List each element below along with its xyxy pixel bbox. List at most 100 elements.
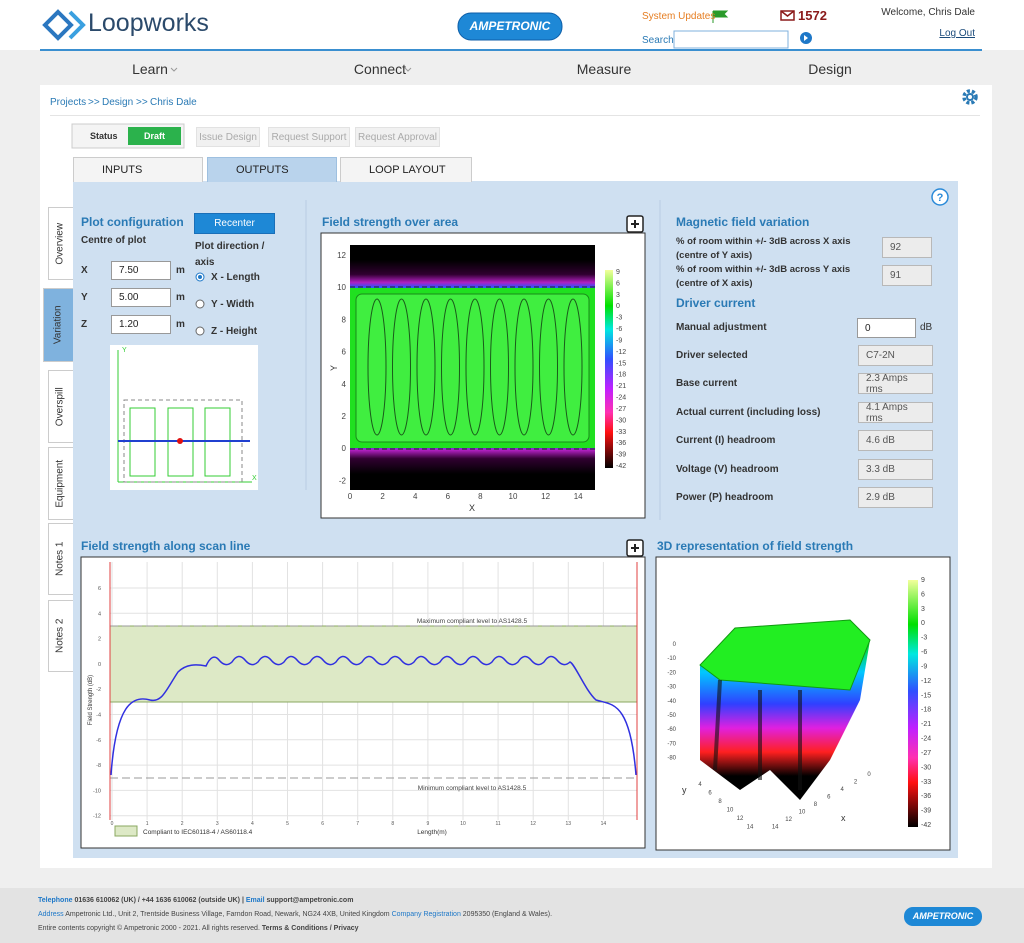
colorbar-tick-label: 3 — [921, 606, 925, 613]
metric-value: C7-2N — [858, 345, 933, 366]
y-tick-label: 0 — [98, 662, 101, 668]
y-tick-label: -10 — [93, 788, 101, 794]
status-action[interactable]: Request Support — [268, 127, 350, 147]
side-tab-label[interactable]: Overview — [54, 222, 66, 265]
search-input[interactable] — [673, 30, 789, 49]
footer-text: 01636 610062 (UK) / +44 1636 610062 (out… — [74, 897, 246, 904]
side-tab[interactable] — [48, 370, 73, 443]
annotation: Minimum compliant level to AS1428.5 — [418, 785, 527, 792]
breadcrumb-link[interactable]: Projects — [50, 97, 87, 108]
status-label: Status — [90, 131, 118, 141]
system-updates-link[interactable]: System Updates — [642, 11, 716, 22]
partner-pill — [457, 12, 563, 41]
tab[interactable]: LOOP LAYOUT — [340, 157, 472, 182]
side-tab[interactable] — [48, 600, 73, 672]
y-tick-label: -6 — [96, 738, 101, 744]
x-tick-label: 8 — [391, 821, 394, 827]
recenter-button[interactable]: Recenter — [194, 213, 275, 234]
side-tab-label[interactable]: Notes 2 — [54, 618, 66, 653]
unit-label: m — [176, 265, 185, 276]
tab[interactable]: OUTPUTS — [207, 157, 337, 182]
y-tick-label: 0 — [342, 444, 347, 453]
header-rule — [40, 49, 982, 51]
help-glyph: ? — [937, 192, 944, 204]
metric-label: Current (I) headroom — [676, 435, 776, 446]
side-tab[interactable] — [43, 288, 73, 362]
metric-value: 2.3 Amps rms — [858, 373, 933, 395]
y-tick-label: 14 — [747, 825, 754, 831]
x-tick-label: 10 — [799, 810, 806, 816]
message-count[interactable]: 1572 — [798, 8, 827, 23]
x-tick-label: 8 — [814, 802, 818, 808]
x-tick-label: 0 — [111, 821, 114, 827]
colorbar-tick-label: -6 — [616, 326, 622, 333]
metric-label: Manual adjustment — [676, 322, 767, 333]
y-tick-label: 4 — [98, 611, 101, 617]
nav-item[interactable]: Measure — [576, 61, 632, 77]
side-tab[interactable] — [48, 523, 73, 595]
section-title: 3D representation of field strength — [657, 539, 854, 553]
field-input[interactable]: 1.20 — [111, 315, 171, 334]
status-action[interactable]: Request Approval — [355, 127, 440, 147]
footer-line: Telephone 01636 610062 (UK) / +44 1636 6… — [38, 897, 353, 905]
x-tick-label: 4 — [251, 821, 254, 827]
footer-link[interactable]: support@ampetronic.com — [266, 897, 354, 904]
colorbar-tick-label: -30 — [616, 417, 626, 424]
radio-label[interactable]: Y - Width — [211, 299, 255, 310]
radio-label[interactable]: X - Length — [211, 272, 260, 283]
section-title: Field strength along scan line — [81, 539, 251, 553]
side-tab-label[interactable]: Overspill — [54, 386, 66, 426]
expand-icon[interactable] — [626, 215, 644, 233]
nav-item[interactable]: Design — [808, 61, 852, 77]
expand-icon[interactable] — [626, 539, 644, 557]
breadcrumb-rule — [50, 115, 980, 116]
contour-line — [563, 298, 583, 436]
metric-value: 3.3 dB — [858, 459, 933, 480]
y-tick-label: 2 — [98, 637, 101, 643]
status-badge — [128, 127, 181, 145]
colorbar-tick-label: 0 — [616, 303, 620, 310]
nav-item[interactable]: Learn — [132, 61, 168, 77]
y-tick-label: 6 — [98, 586, 101, 592]
y-axis-label: Y — [329, 365, 339, 371]
breadcrumb-link[interactable]: Design — [102, 97, 134, 108]
field-input[interactable]: 7.50 — [111, 261, 171, 280]
diagram-axis-label: Y — [122, 347, 127, 354]
x-tick-label: 0 — [867, 772, 871, 778]
status-action[interactable]: Issue Design — [196, 127, 260, 147]
footer-text: Address — [38, 911, 66, 918]
manual-input[interactable]: 0 — [857, 318, 916, 338]
x-tick-label: 10 — [460, 821, 466, 827]
colorbar-tick-label: -12 — [616, 349, 626, 356]
contour-line — [367, 298, 387, 436]
metric-value: 4.6 dB — [858, 430, 933, 451]
logout-link[interactable]: Log Out — [939, 28, 975, 39]
metric-value: 91 — [882, 265, 932, 286]
nav-item[interactable]: Connect — [353, 61, 407, 77]
side-tab-label[interactable]: Variation — [52, 305, 64, 345]
side-tab-label[interactable]: Notes 1 — [54, 541, 66, 576]
footer-link[interactable]: Company Registration — [391, 911, 463, 918]
field-input[interactable]: 5.00 — [111, 288, 171, 307]
colorbar-tick-label: -42 — [921, 822, 931, 829]
colorbar-tick-label: -24 — [616, 395, 626, 402]
settings-icon[interactable] — [962, 89, 978, 105]
search-label: Search — [642, 35, 674, 46]
side-tab-label[interactable]: Equipment — [54, 459, 66, 508]
footer-link[interactable]: Terms & Conditions / Privacy — [261, 925, 359, 932]
colorbar-tick-label: 6 — [616, 280, 620, 287]
colorbar-tick-label: -18 — [616, 372, 626, 379]
radio-label[interactable]: Z - Height — [211, 326, 258, 337]
side-tab[interactable] — [48, 207, 73, 280]
z-tick-label: 0 — [673, 642, 677, 648]
x-tick-label: 10 — [509, 492, 518, 501]
breadcrumb-link[interactable]: Chris Dale — [150, 97, 197, 108]
help-icon[interactable] — [931, 188, 949, 206]
x-axis-label: x — [841, 813, 846, 823]
x-tick-label: 14 — [772, 825, 779, 831]
y-tick-label: 6 — [708, 791, 712, 797]
side-tab[interactable] — [48, 447, 73, 520]
y-tick-label: 6 — [342, 348, 347, 357]
colorbar-tick-label: 0 — [921, 620, 925, 627]
tab[interactable]: INPUTS — [73, 157, 203, 182]
